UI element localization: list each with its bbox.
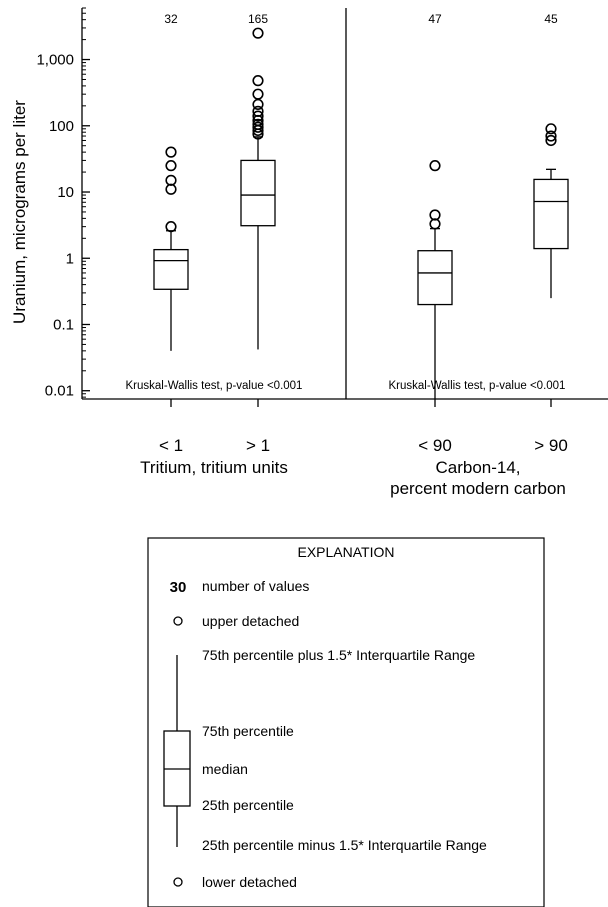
count-label: 32 (164, 12, 178, 26)
box-group: < 1 32 (153, 12, 189, 455)
outlier-point (252, 110, 264, 122)
iqr-box (533, 178, 569, 250)
x-axis-title: Tritium, tritium units (140, 458, 288, 477)
y-axis-title: Uranium, micrograms per liter (10, 100, 29, 324)
y-tick-label: 1 (66, 250, 74, 267)
outlier-point (252, 98, 264, 111)
count-label: 45 (544, 12, 558, 26)
category-label: > 1 (246, 436, 270, 455)
panel-1: Kruskal-Wallis test, p-value <0.001 Triti… (126, 12, 303, 477)
legend-median-text: median (202, 761, 248, 777)
box-group: > 90 45 (533, 12, 569, 455)
count-label: 165 (248, 12, 268, 26)
outlier-point (429, 209, 441, 221)
test-label: Kruskal-Wallis test, p-value <0.001 (389, 380, 566, 392)
legend-upper-detached-symbol (173, 616, 183, 626)
legend-lower-detached-symbol (173, 877, 183, 887)
box-group: < 90 47 (417, 12, 453, 455)
outlier-point (252, 75, 264, 87)
test-label: Kruskal-Wallis test, p-value <0.001 (126, 380, 303, 392)
plot-frame (81, 8, 608, 400)
x-axis-title: percent modern carbon (390, 479, 566, 498)
category-label: > 90 (534, 436, 568, 455)
legend-upper-whisker-text: 75th percentile plus 1.5* Interquartile … (202, 647, 475, 663)
legend: EXPLANATION 30 number of values upper de… (147, 537, 545, 907)
legend-title: EXPLANATION (298, 544, 395, 560)
iqr-box (240, 159, 276, 227)
y-tick-label: 1,000 (36, 52, 74, 69)
plot-panels: Kruskal-Wallis test, p-value <0.001 Triti… (126, 12, 569, 498)
category-label: < 1 (159, 436, 183, 455)
legend-count-example: 30 (170, 579, 187, 596)
iqr-box (153, 248, 189, 290)
y-tick-label: 10 (57, 184, 74, 201)
y-tick-label: 0.01 (45, 383, 74, 400)
outlier-point (252, 118, 264, 130)
outlier-point (252, 27, 264, 39)
x-axis-title: Carbon-14, (435, 458, 520, 477)
legend-lower-whisker-text: 25th percentile minus 1.5* Interquartile… (202, 837, 487, 853)
outlier-point (165, 160, 177, 172)
box-group: > 1 165 (240, 12, 276, 455)
y-tick-label: 0.1 (53, 316, 74, 333)
legend-box (147, 537, 545, 907)
legend-lower-detached-text: lower detached (202, 874, 297, 890)
count-label: 47 (428, 12, 442, 26)
outlier-point (165, 174, 177, 186)
outlier-point (165, 221, 177, 233)
outlier-point (429, 160, 441, 172)
outlier-point (545, 123, 557, 135)
legend-upper-detached-text: upper detached (202, 613, 299, 629)
outlier-point (545, 134, 557, 147)
y-axis: 0.01 0.1 1 10 100 1,000 (36, 7, 90, 400)
outlier-point (545, 130, 557, 142)
iqr-box (417, 250, 453, 306)
category-label: < 90 (418, 436, 452, 455)
outlier-point (252, 88, 264, 100)
legend-count-text: number of values (202, 578, 309, 594)
legend-q3-text: 75th percentile (202, 723, 294, 739)
outlier-point (252, 105, 264, 117)
panel-2: Kruskal-Wallis test, p-value <0.001 Carbo… (389, 12, 569, 498)
legend-q1-text: 25th percentile (202, 797, 294, 813)
y-tick-label: 100 (49, 118, 74, 135)
outlier-point (165, 146, 177, 158)
